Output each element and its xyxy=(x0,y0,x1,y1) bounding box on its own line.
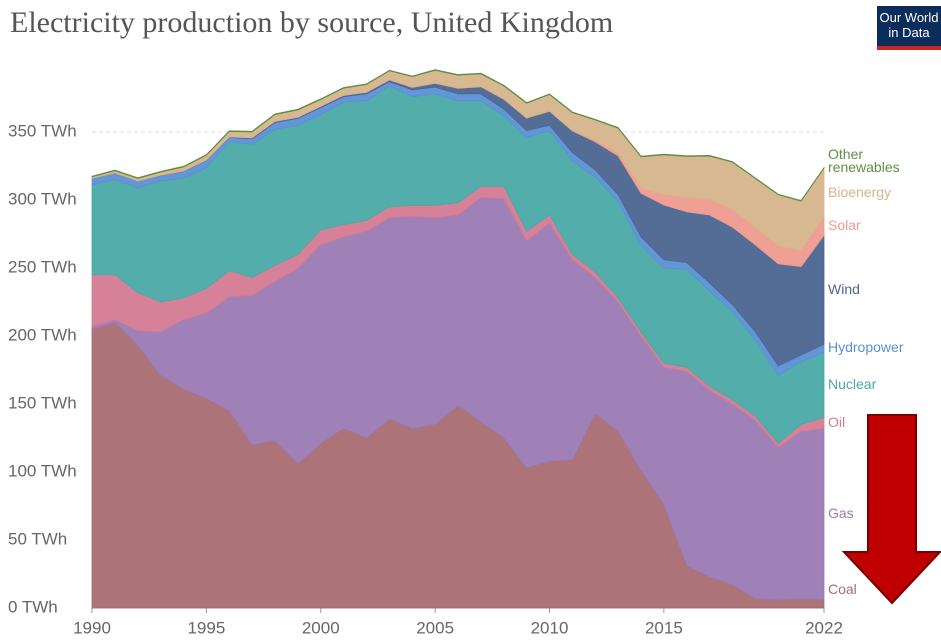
series-label: Nuclear xyxy=(828,375,877,392)
chart-title: Electricity production by source, United… xyxy=(10,6,614,39)
logo: Our World in Data xyxy=(877,6,941,50)
x-tick-label: 2000 xyxy=(302,618,340,637)
x-tick-label: 2022 xyxy=(805,618,843,637)
y-tick-label: 50 TWh xyxy=(8,529,67,548)
logo-line: Our World xyxy=(879,10,939,25)
series-label: Hydropower xyxy=(828,339,904,356)
x-tick-label: 1995 xyxy=(187,618,225,637)
series-label: Solar xyxy=(828,217,861,234)
series-label: Gas xyxy=(828,505,854,522)
x-tick-label: 2005 xyxy=(416,618,454,637)
y-tick-label: 0 TWh xyxy=(8,597,58,616)
area xyxy=(91,69,825,202)
logo-line: in Data xyxy=(888,25,930,40)
series-label: Coal xyxy=(828,581,857,597)
y-tick-label: 200 TWh xyxy=(8,325,77,344)
series-label: Bioenergy xyxy=(828,183,892,200)
y-tick-label: 250 TWh xyxy=(8,257,77,276)
x-tick-label: 2010 xyxy=(531,618,569,637)
x-tick-label: 2015 xyxy=(645,618,683,637)
series-label: Wind xyxy=(828,280,860,297)
y-tick-label: 350 TWh xyxy=(8,121,77,140)
x-tick-label: 1990 xyxy=(73,618,111,637)
series-label: Oil xyxy=(828,414,846,431)
y-tick-label: 150 TWh xyxy=(8,393,77,412)
series-label: Other renewables xyxy=(828,145,900,175)
y-tick-label: 100 TWh xyxy=(8,461,77,480)
y-tick-label: 300 TWh xyxy=(8,189,77,208)
